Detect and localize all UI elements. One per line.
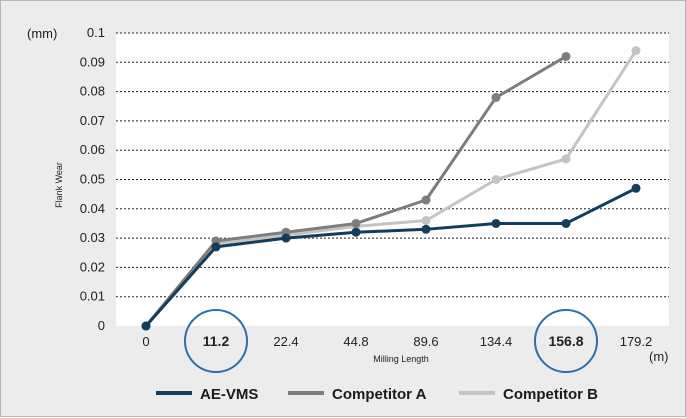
y-axis-title: Flank Wear xyxy=(54,162,64,208)
x-tick-label: 22.4 xyxy=(273,334,298,349)
y-tick-label: 0.1 xyxy=(87,25,105,40)
data-point xyxy=(281,233,291,243)
y-tick-label: 0.01 xyxy=(80,289,105,304)
y-tick-labels: 0 0.01 0.02 0.03 0.04 0.05 0.06 0.07 0.08 0.09 0.1 xyxy=(80,25,105,333)
x-tick-label: 0 xyxy=(142,334,149,349)
y-tick-label: 0.02 xyxy=(80,259,105,274)
data-point xyxy=(141,321,151,331)
data-point xyxy=(491,92,501,102)
x-tick-label: 134.4 xyxy=(480,334,513,349)
x-tick-labels: 0 11.2 22.4 44.8 89.6 134.4 156.8 179.2 xyxy=(142,333,652,349)
data-point xyxy=(421,224,431,234)
series-line xyxy=(144,186,637,327)
y-tick-label: 0.04 xyxy=(80,201,105,216)
data-point xyxy=(561,218,571,228)
highlight-circle xyxy=(184,309,248,373)
y-unit-label: (mm) xyxy=(27,26,57,41)
series-lines xyxy=(141,46,641,331)
data-point xyxy=(421,216,431,226)
y-tick-label: 0.09 xyxy=(80,54,105,69)
x-tick-label: 156.8 xyxy=(548,333,583,349)
data-point xyxy=(351,218,361,228)
data-point xyxy=(491,218,501,228)
data-point xyxy=(351,227,361,237)
data-point xyxy=(631,46,641,56)
x-tick-label: 11.2 xyxy=(203,333,230,349)
x-unit-label: (m) xyxy=(649,349,669,364)
y-tick-label: 0.03 xyxy=(80,230,105,245)
legend-label: Competitor B xyxy=(503,386,598,403)
data-point xyxy=(561,154,571,164)
x-axis-title: Milling Length xyxy=(373,354,429,364)
y-tick-label: 0.05 xyxy=(80,172,105,187)
data-point xyxy=(561,51,571,61)
legend-label: Competitor A xyxy=(332,386,427,403)
data-point xyxy=(211,242,221,252)
series-line xyxy=(144,49,638,327)
y-tick-label: 0.06 xyxy=(80,142,105,157)
y-tick-label: 0.07 xyxy=(80,113,105,128)
legend: AE-VMS Competitor A Competitor B xyxy=(156,386,598,403)
legend-label: AE-VMS xyxy=(200,386,258,403)
data-point xyxy=(421,195,431,205)
x-tick-label: 179.2 xyxy=(620,334,653,349)
y-tick-label: 0.08 xyxy=(80,84,105,99)
x-tick-label: 89.6 xyxy=(413,334,438,349)
highlight-circles xyxy=(184,309,598,373)
highlight-circle xyxy=(534,309,598,373)
y-tick-label: 0 xyxy=(98,318,105,333)
data-point xyxy=(491,175,501,184)
x-tick-label: 44.8 xyxy=(343,334,368,349)
gridlines xyxy=(116,32,669,298)
data-point xyxy=(631,183,641,193)
